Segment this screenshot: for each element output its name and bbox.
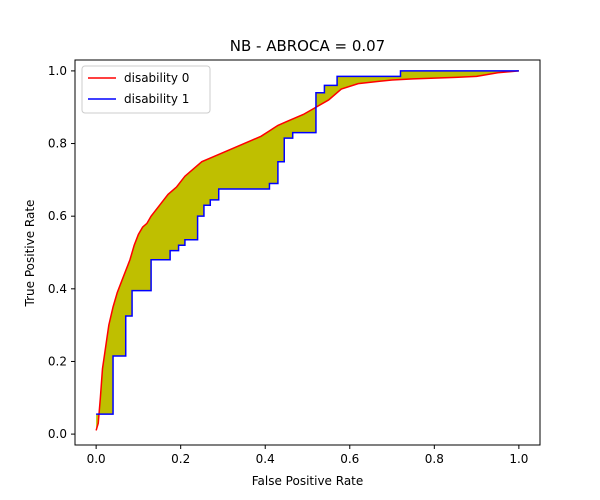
series-line-0 bbox=[95, 70, 519, 431]
x-tick-label: 0.4 bbox=[256, 452, 275, 466]
x-tick-label: 0.0 bbox=[87, 452, 106, 466]
x-tick-label: 0.6 bbox=[340, 452, 359, 466]
axis-ticks: 0.0 0.2 0.4 0.6 0.8 1.0 0.0 0.2 0.4 0.6 0.8 1.0 bbox=[48, 64, 529, 466]
x-tick-label: 0.2 bbox=[171, 452, 190, 466]
y-tick-label: 0.0 bbox=[48, 427, 67, 441]
plot-frame bbox=[74, 59, 541, 446]
x-tick-label: 0.8 bbox=[425, 452, 444, 466]
roc-lines bbox=[95, 70, 519, 431]
legend-label-0: disability 0 bbox=[124, 71, 189, 85]
y-tick-label: 0.6 bbox=[48, 209, 67, 223]
x-axis-label: False Positive Rate bbox=[252, 474, 364, 488]
x-tick-label: 1.0 bbox=[509, 452, 528, 466]
y-tick-label: 0.8 bbox=[48, 137, 67, 151]
legend: disability 0 disability 1 bbox=[81, 65, 211, 114]
y-tick-label: 1.0 bbox=[48, 64, 67, 78]
chart-title: NB - ABROCA = 0.07 bbox=[230, 37, 385, 55]
y-axis-label: True Positive Rate bbox=[23, 200, 37, 308]
abroca-fill-area bbox=[96, 70, 519, 435]
legend-label-1: disability 1 bbox=[124, 92, 189, 106]
y-tick-label: 0.2 bbox=[48, 354, 67, 368]
abroca-fill bbox=[96, 70, 519, 435]
y-tick-label: 0.4 bbox=[48, 282, 67, 296]
series-line-1 bbox=[96, 70, 519, 415]
